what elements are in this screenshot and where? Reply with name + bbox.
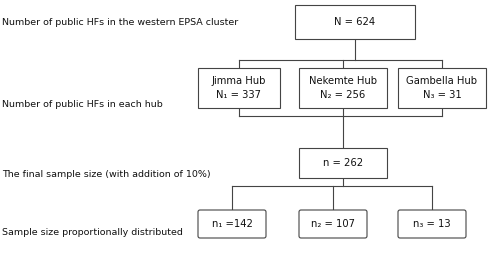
Text: Number of public HFs in the western EPSA cluster: Number of public HFs in the western EPSA… [2, 18, 238, 27]
Text: n₂ = 107: n₂ = 107 [311, 219, 355, 229]
FancyBboxPatch shape [198, 68, 280, 108]
Text: Gambella Hub
N₃ = 31: Gambella Hub N₃ = 31 [406, 76, 478, 100]
Text: n₁ =142: n₁ =142 [212, 219, 252, 229]
Text: Number of public HFs in each hub: Number of public HFs in each hub [2, 100, 163, 109]
Text: Sample size proportionally distributed: Sample size proportionally distributed [2, 228, 183, 237]
Text: n = 262: n = 262 [323, 158, 363, 168]
Text: Jimma Hub
N₁ = 337: Jimma Hub N₁ = 337 [212, 76, 266, 100]
FancyBboxPatch shape [299, 68, 387, 108]
Text: The final sample size (with addition of 10%): The final sample size (with addition of … [2, 170, 210, 179]
FancyBboxPatch shape [398, 68, 486, 108]
Text: N = 624: N = 624 [334, 17, 376, 27]
Text: n₃ = 13: n₃ = 13 [413, 219, 451, 229]
FancyBboxPatch shape [299, 210, 367, 238]
FancyBboxPatch shape [398, 210, 466, 238]
FancyBboxPatch shape [198, 210, 266, 238]
Text: Nekemte Hub
N₂ = 256: Nekemte Hub N₂ = 256 [309, 76, 377, 100]
FancyBboxPatch shape [295, 5, 415, 39]
FancyBboxPatch shape [299, 148, 387, 178]
